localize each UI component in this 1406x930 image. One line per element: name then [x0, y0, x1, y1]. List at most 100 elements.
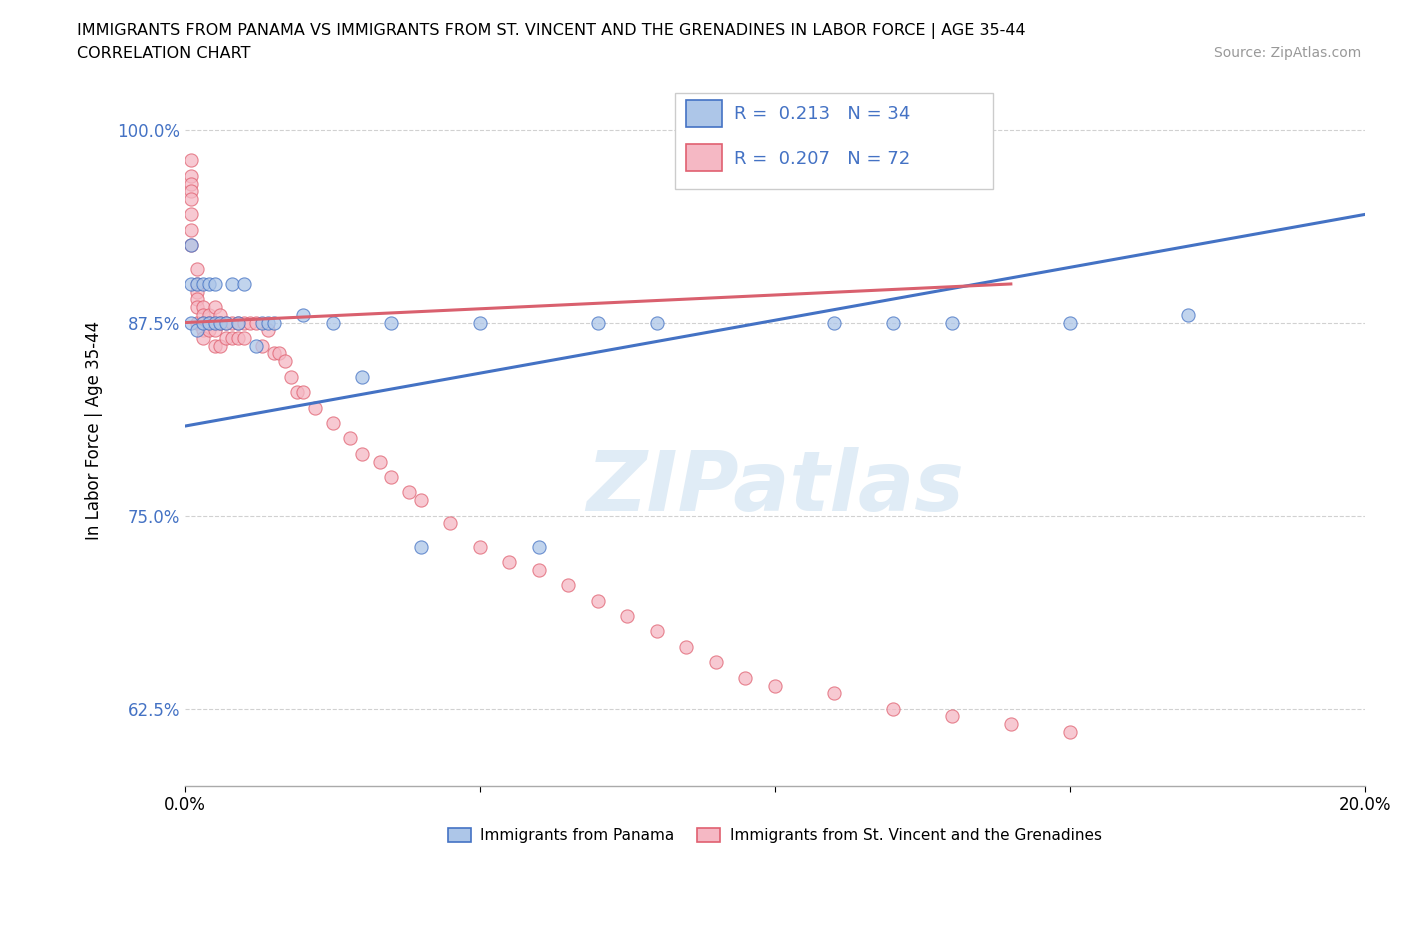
Point [250, 339, 273, 353]
Point [186, 276, 208, 291]
Point [882, 315, 904, 330]
Point [292, 385, 315, 400]
Text: R =  0.213   N = 34: R = 0.213 N = 34 [734, 105, 910, 123]
Text: ZIPatlas: ZIPatlas [586, 447, 965, 528]
Point [321, 416, 343, 431]
Point [823, 685, 845, 700]
Point [226, 330, 249, 345]
Point [215, 315, 238, 330]
Text: Source: ZipAtlas.com: Source: ZipAtlas.com [1213, 46, 1361, 60]
Point [191, 323, 214, 338]
Point [398, 485, 420, 500]
Point [186, 276, 208, 291]
Point [191, 315, 214, 330]
Point [409, 493, 432, 508]
Point [350, 369, 373, 384]
Point [468, 539, 491, 554]
Legend: Immigrants from Panama, Immigrants from St. Vincent and the Grenadines: Immigrants from Panama, Immigrants from … [441, 822, 1108, 849]
Point [350, 446, 373, 461]
Point [1059, 724, 1081, 739]
Point [245, 315, 267, 330]
Point [197, 276, 219, 291]
Point [186, 292, 208, 307]
Point [191, 308, 214, 323]
Point [180, 192, 202, 206]
Point [186, 315, 208, 330]
Point [204, 315, 226, 330]
Point [380, 315, 402, 330]
Point [191, 276, 214, 291]
Point [180, 168, 202, 183]
Text: R =  0.207   N = 72: R = 0.207 N = 72 [734, 151, 910, 168]
Point [204, 323, 226, 338]
Point [180, 276, 202, 291]
Point [498, 554, 520, 569]
Point [763, 678, 786, 693]
Point [339, 431, 361, 445]
Point [186, 261, 208, 276]
Point [233, 276, 256, 291]
Point [197, 315, 219, 330]
Point [645, 624, 668, 639]
Point [209, 315, 232, 330]
Point [823, 315, 845, 330]
Point [215, 315, 238, 330]
Point [221, 330, 243, 345]
Point [197, 323, 219, 338]
Point [233, 315, 256, 330]
Point [704, 655, 727, 670]
Text: IMMIGRANTS FROM PANAMA VS IMMIGRANTS FROM ST. VINCENT AND THE GRENADINES IN LABO: IMMIGRANTS FROM PANAMA VS IMMIGRANTS FRO… [77, 23, 1026, 39]
Point [191, 299, 214, 314]
Point [209, 339, 232, 353]
Point [1177, 308, 1199, 323]
Point [226, 315, 249, 330]
Point [204, 276, 226, 291]
Point [368, 454, 391, 469]
Point [204, 315, 226, 330]
Point [221, 315, 243, 330]
Point [191, 330, 214, 345]
Point [439, 516, 461, 531]
Point [215, 330, 238, 345]
Point [256, 323, 278, 338]
Point [180, 153, 202, 167]
Point [180, 222, 202, 237]
Point [557, 578, 579, 592]
Point [882, 701, 904, 716]
Point [256, 315, 278, 330]
Point [226, 315, 249, 330]
Point [527, 539, 550, 554]
Point [586, 593, 609, 608]
Point [616, 608, 638, 623]
Point [197, 315, 219, 330]
Point [280, 369, 302, 384]
Point [204, 339, 226, 353]
Point [233, 330, 256, 345]
Point [180, 207, 202, 222]
Point [180, 315, 202, 330]
Point [1059, 315, 1081, 330]
Point [209, 308, 232, 323]
Text: CORRELATION CHART: CORRELATION CHART [77, 46, 250, 61]
Point [941, 709, 963, 724]
Point [180, 238, 202, 253]
Point [204, 299, 226, 314]
Point [263, 315, 285, 330]
Point [941, 315, 963, 330]
Point [468, 315, 491, 330]
Point [292, 308, 315, 323]
Point [645, 315, 668, 330]
Point [285, 385, 308, 400]
Point [675, 640, 697, 655]
Point [191, 315, 214, 330]
Point [250, 315, 273, 330]
Point [197, 308, 219, 323]
Point [380, 470, 402, 485]
Point [221, 276, 243, 291]
Point [180, 176, 202, 191]
Point [409, 539, 432, 554]
Point [186, 299, 208, 314]
FancyBboxPatch shape [675, 93, 993, 189]
Point [186, 323, 208, 338]
Point [321, 315, 343, 330]
